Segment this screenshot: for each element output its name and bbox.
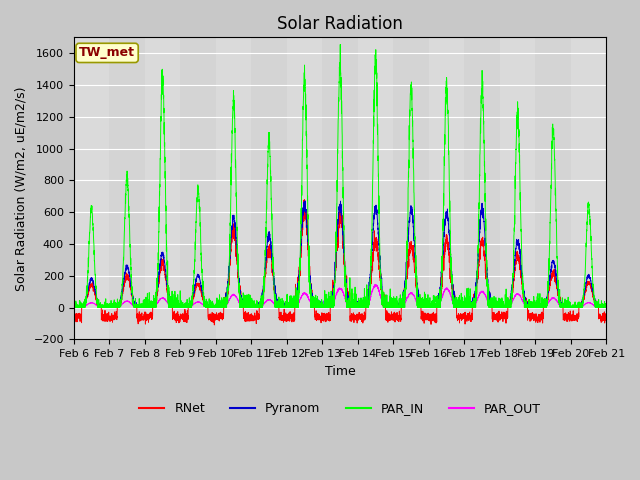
Bar [216, 37, 252, 339]
Bar [358, 37, 394, 339]
PAR_OUT [490, 305, 497, 311]
RNet [211, 322, 218, 328]
Pyranom [301, 198, 309, 204]
Pyranom [602, 305, 609, 311]
Pyranom [320, 305, 328, 311]
Y-axis label: Solar Radiation (W/m2, uE/m2/s): Solar Radiation (W/m2, uE/m2/s) [15, 86, 28, 290]
Pyranom [602, 304, 610, 310]
PAR_IN [166, 304, 173, 310]
RNet [166, 301, 173, 307]
Pyranom [70, 305, 77, 311]
X-axis label: Time: Time [324, 365, 355, 378]
PAR_OUT [430, 304, 438, 310]
Title: Solar Radiation: Solar Radiation [277, 15, 403, 33]
Bar [500, 37, 536, 339]
PAR_OUT [460, 304, 467, 310]
RNet [602, 312, 610, 317]
RNet [321, 311, 328, 316]
PAR_OUT [602, 305, 610, 311]
PAR_OUT [372, 281, 380, 287]
Bar [74, 37, 109, 339]
PAR_IN [337, 42, 344, 48]
Legend: RNet, Pyranom, PAR_IN, PAR_OUT: RNet, Pyranom, PAR_IN, PAR_OUT [134, 397, 546, 420]
Pyranom [166, 298, 173, 303]
PAR_IN [602, 303, 610, 309]
Line: RNet: RNet [74, 200, 606, 325]
Pyranom [460, 304, 467, 310]
Bar [287, 37, 323, 339]
Line: Pyranom: Pyranom [74, 201, 606, 308]
PAR_IN [430, 305, 438, 311]
PAR_IN [320, 305, 328, 311]
Line: PAR_IN: PAR_IN [74, 45, 606, 308]
PAR_IN [460, 305, 467, 311]
PAR_OUT [166, 302, 173, 308]
RNet [460, 311, 467, 317]
Text: TW_met: TW_met [79, 47, 135, 60]
RNet [301, 197, 308, 203]
RNet [430, 314, 438, 320]
PAR_OUT [70, 305, 78, 311]
RNet [70, 316, 77, 322]
PAR_OUT [320, 305, 328, 311]
PAR_IN [602, 305, 609, 311]
PAR_IN [70, 305, 77, 311]
PAR_IN [490, 298, 497, 303]
RNet [490, 312, 497, 317]
Line: PAR_OUT: PAR_OUT [74, 284, 606, 308]
Bar [145, 37, 180, 339]
PAR_OUT [602, 305, 610, 311]
Pyranom [430, 303, 438, 309]
Pyranom [490, 305, 497, 311]
Bar [571, 37, 606, 339]
Bar [429, 37, 465, 339]
RNet [602, 313, 610, 319]
PAR_OUT [70, 304, 77, 310]
